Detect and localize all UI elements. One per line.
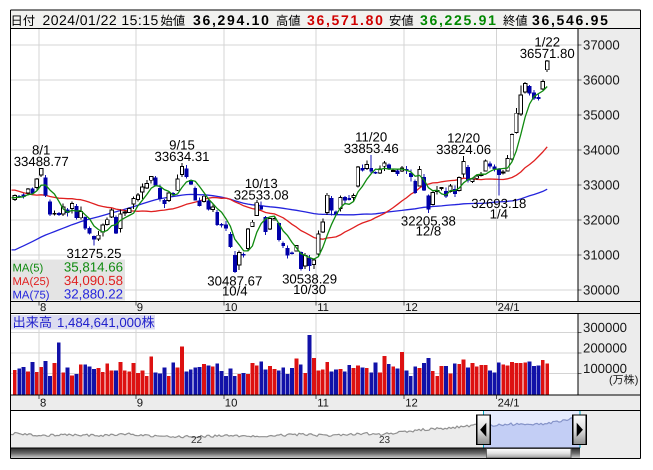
svg-text:30487.67: 30487.67: [207, 273, 262, 288]
svg-text:10/30: 10/30: [293, 282, 326, 297]
svg-text:11: 11: [317, 302, 329, 314]
svg-text:2024/01/22 15:15: 2024/01/22 15:15: [43, 12, 159, 28]
svg-text:12: 12: [405, 398, 418, 410]
svg-text:33634.31: 33634.31: [154, 149, 209, 164]
svg-text:11/20: 11/20: [355, 130, 387, 145]
svg-text:12: 12: [405, 302, 418, 314]
svg-text:31275.25: 31275.25: [66, 246, 121, 261]
svg-text:1/4: 1/4: [490, 207, 508, 222]
svg-text:8: 8: [40, 398, 46, 410]
svg-text:33853.46: 33853.46: [344, 141, 399, 156]
svg-text:10: 10: [225, 398, 238, 410]
svg-text:33488.77: 33488.77: [14, 154, 69, 169]
svg-text:32205.38: 32205.38: [401, 213, 456, 228]
svg-text:33824.06: 33824.06: [436, 142, 491, 157]
svg-text:9/15: 9/15: [169, 137, 195, 152]
svg-text:36,225.91: 36,225.91: [420, 12, 498, 28]
svg-text:32,880.22: 32,880.22: [64, 287, 123, 302]
svg-text:200000: 200000: [583, 341, 627, 356]
svg-text:8: 8: [40, 302, 46, 314]
svg-text:30538.29: 30538.29: [282, 272, 337, 287]
svg-text:8/1: 8/1: [32, 142, 50, 157]
svg-text:36,294.10: 36,294.10: [193, 12, 271, 28]
svg-text:11: 11: [317, 398, 329, 410]
svg-text:MA(75): MA(75): [13, 290, 50, 302]
svg-text:12/20: 12/20: [447, 131, 480, 146]
svg-text:23: 23: [379, 435, 391, 446]
svg-text:32000: 32000: [583, 213, 620, 228]
svg-text:30000: 30000: [583, 283, 620, 298]
svg-text:(: (: [609, 375, 613, 387]
svg-text:31000: 31000: [583, 248, 620, 263]
svg-text:9: 9: [137, 398, 143, 410]
svg-text:36571.80: 36571.80: [520, 46, 575, 61]
svg-text:100000: 100000: [583, 361, 627, 376]
svg-text:36000: 36000: [583, 73, 620, 88]
svg-text:): ): [635, 375, 639, 387]
svg-text:24/1: 24/1: [498, 398, 520, 410]
svg-text:35000: 35000: [583, 108, 620, 123]
svg-text:10/13: 10/13: [245, 176, 278, 191]
svg-text:1/22: 1/22: [534, 35, 560, 50]
svg-text:9: 9: [137, 302, 143, 314]
svg-text:10/4: 10/4: [222, 284, 248, 299]
svg-text:35,814.66: 35,814.66: [64, 259, 123, 274]
svg-text:36,546.95: 36,546.95: [532, 12, 610, 28]
svg-text:1,484,641,000: 1,484,641,000: [57, 315, 141, 330]
svg-text:MA(25): MA(25): [13, 276, 50, 288]
svg-text:12/8: 12/8: [416, 224, 442, 239]
svg-text:36,571.80: 36,571.80: [307, 12, 385, 28]
svg-text:32693.18: 32693.18: [471, 196, 526, 211]
svg-text:22: 22: [191, 435, 203, 446]
svg-text:32533.08: 32533.08: [234, 187, 289, 202]
svg-text:24/1: 24/1: [498, 302, 520, 314]
svg-text:MA(5): MA(5): [13, 262, 44, 274]
svg-text:300000: 300000: [583, 320, 627, 335]
svg-text:34000: 34000: [583, 143, 620, 158]
svg-text:37000: 37000: [583, 38, 620, 53]
svg-text:33000: 33000: [583, 178, 620, 193]
svg-text:34,090.58: 34,090.58: [64, 273, 123, 288]
svg-text:10: 10: [225, 302, 238, 314]
